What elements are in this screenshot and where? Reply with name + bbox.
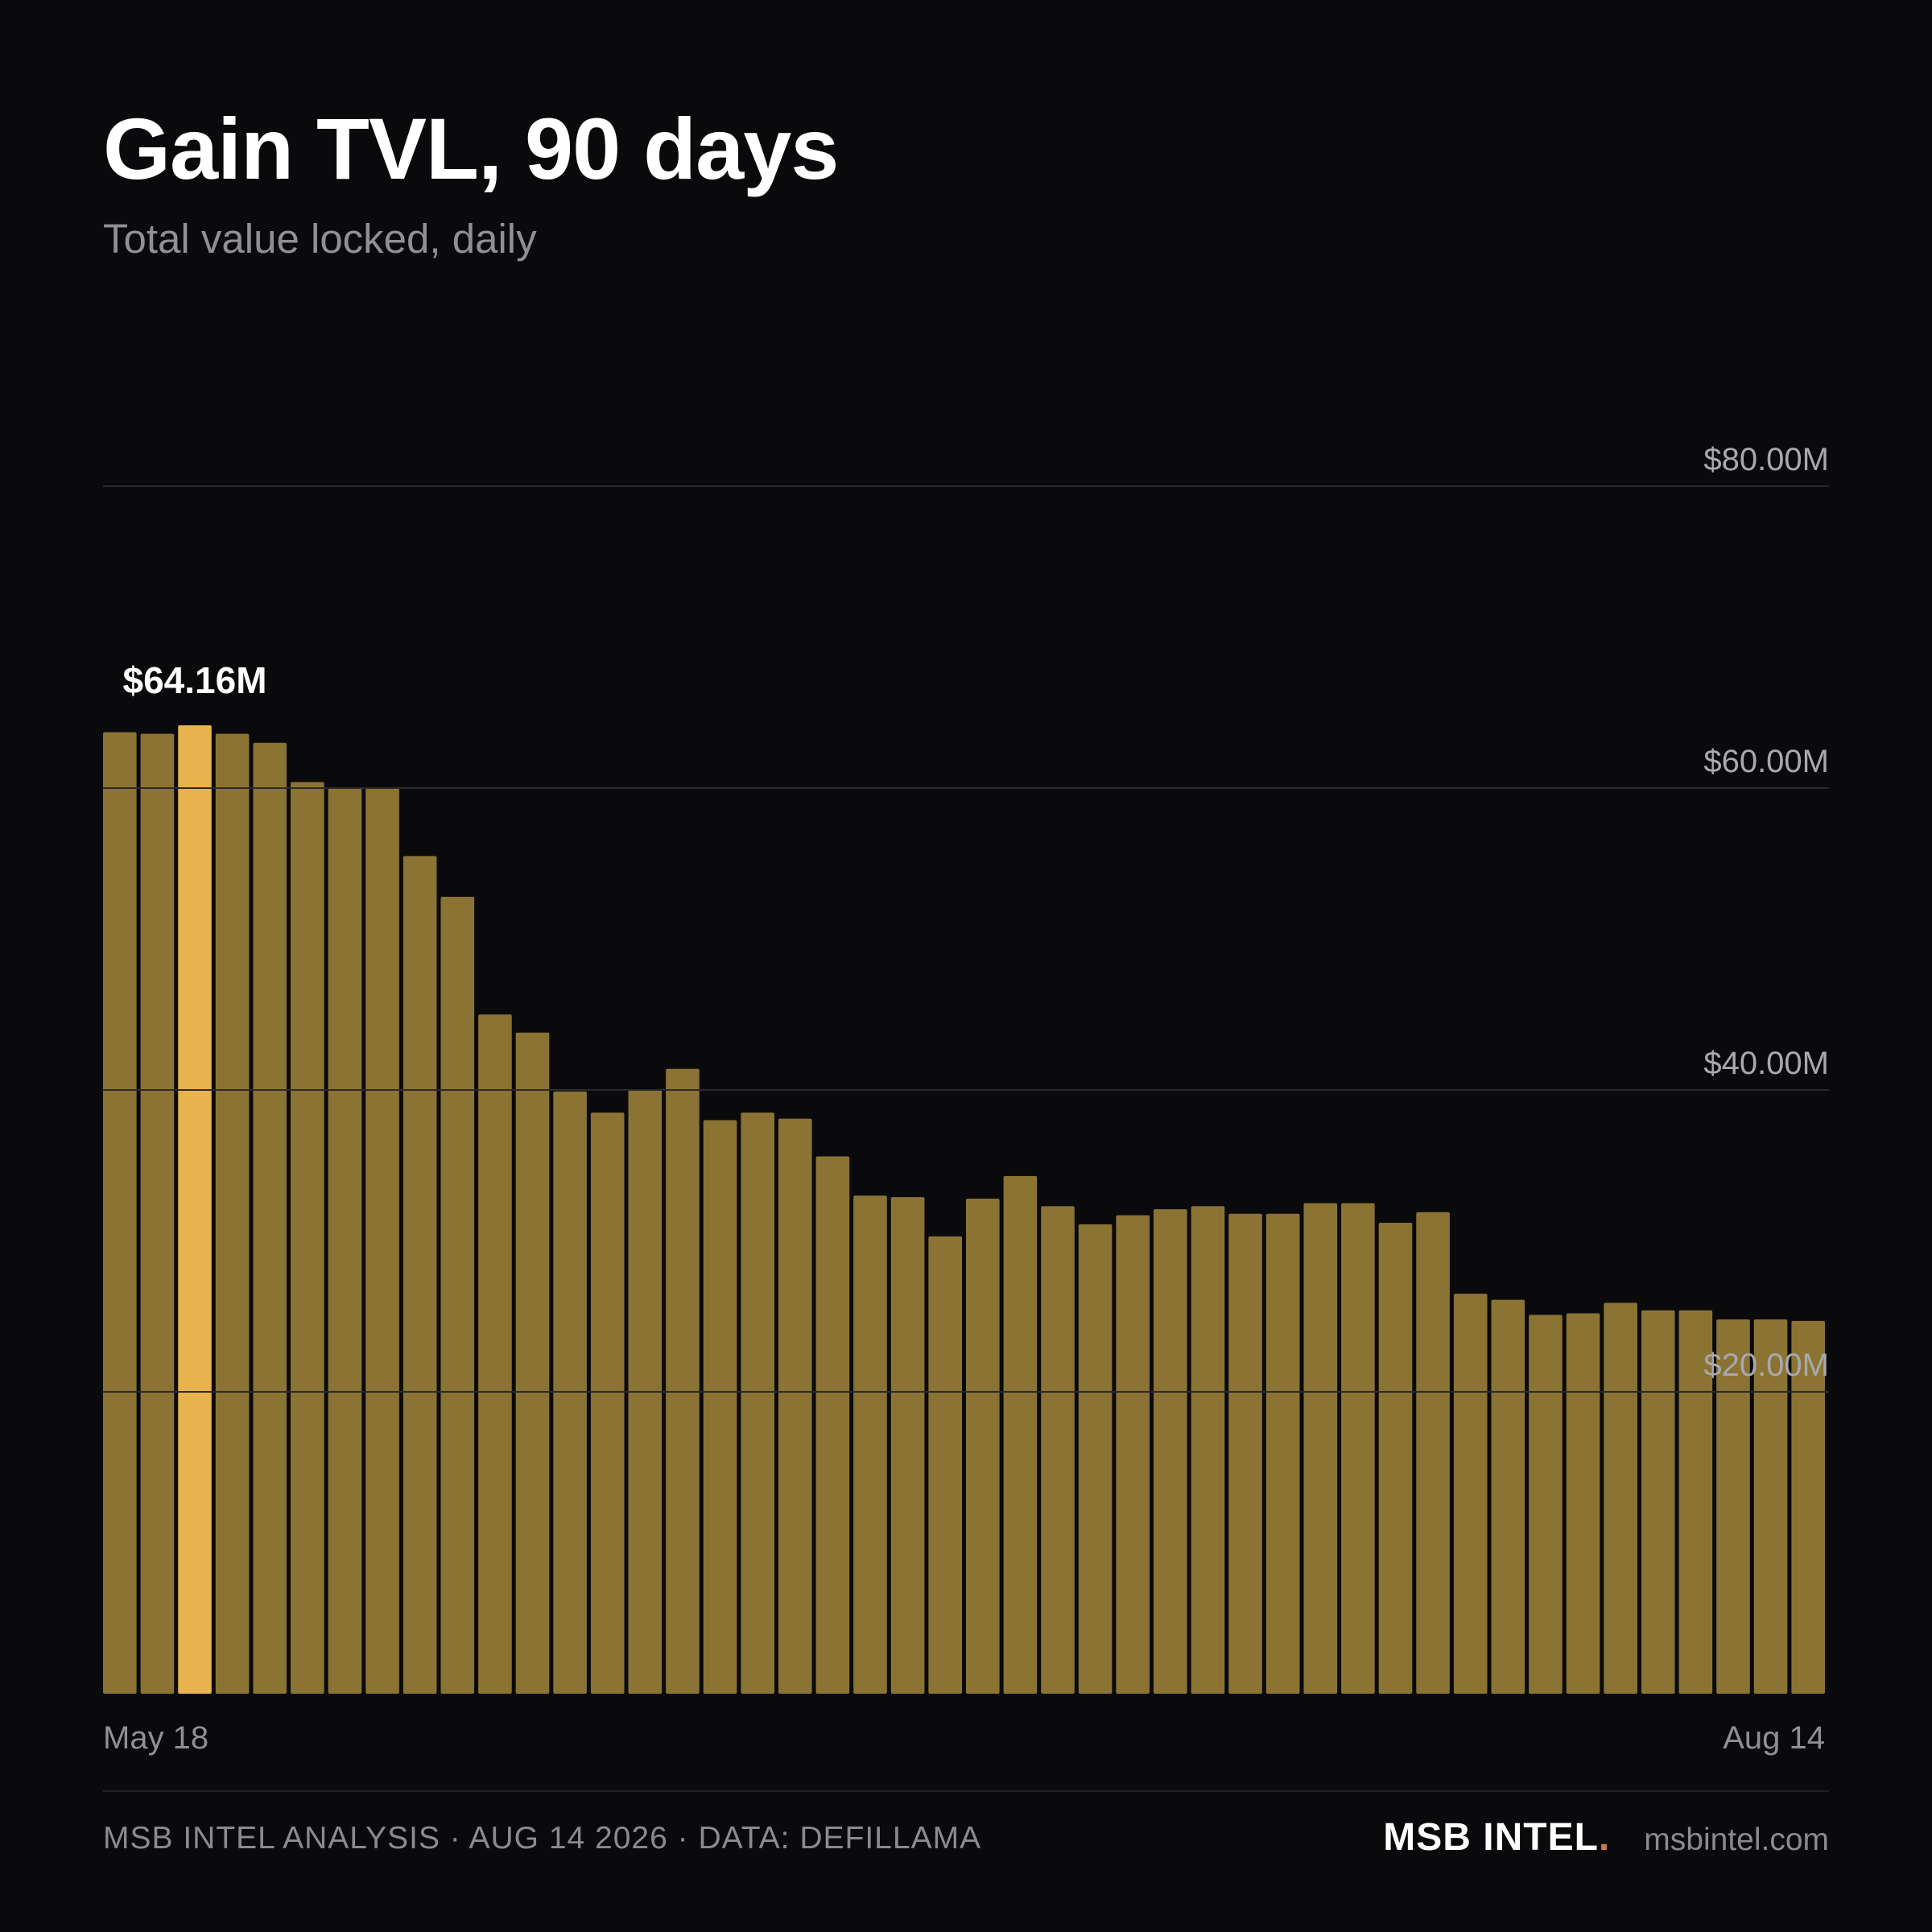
footer-divider <box>103 1790 1829 1792</box>
bar <box>1265 1213 1300 1694</box>
bar <box>103 732 137 1694</box>
bar <box>1566 1313 1600 1694</box>
chart-title: Gain TVL, 90 days <box>103 100 839 197</box>
highlight-value-label: $64.16M <box>123 659 267 701</box>
bar <box>815 1156 850 1694</box>
bar <box>1791 1320 1825 1694</box>
brand-dot: . <box>1598 1816 1611 1859</box>
bar <box>440 897 475 1694</box>
bar <box>140 733 175 1694</box>
bar <box>703 1120 737 1694</box>
bar <box>328 788 362 1694</box>
y-tick-label: $20.00M <box>1703 1348 1829 1383</box>
bar <box>515 1032 550 1694</box>
bar <box>1753 1319 1788 1694</box>
bar <box>1078 1224 1113 1694</box>
bar <box>1529 1315 1563 1694</box>
bar <box>590 1113 625 1694</box>
bar <box>1303 1203 1338 1694</box>
bar <box>402 856 437 1694</box>
bars-layer <box>103 725 1825 1694</box>
bar <box>215 733 250 1694</box>
bar <box>1716 1319 1750 1694</box>
footer-source: MSB INTEL ANALYSIS · AUG 14 2026 · DATA:… <box>103 1821 982 1856</box>
bar <box>253 742 287 1694</box>
bar <box>1604 1302 1637 1694</box>
bar <box>741 1113 774 1694</box>
bar <box>1228 1213 1262 1694</box>
x-tick-label: Aug 14 <box>1723 1720 1825 1756</box>
bar <box>778 1118 812 1694</box>
footer-brand-group: MSB INTEL. msbintel.com <box>1383 1815 1829 1860</box>
labels-layer: $80.00M $60.00M $40.00M $20.00M May 18 Aug 14… <box>103 442 1829 1756</box>
bar <box>890 1197 925 1694</box>
chart-subtitle: Total value locked, daily <box>103 216 537 262</box>
bar <box>1341 1203 1375 1694</box>
bar <box>1191 1206 1225 1694</box>
bar <box>853 1195 887 1694</box>
bar <box>291 782 324 1694</box>
site-link[interactable]: msbintel.com <box>1644 1823 1829 1857</box>
bar <box>365 788 399 1694</box>
bar <box>966 1199 1000 1694</box>
bar <box>1041 1206 1075 1694</box>
x-tick-label: May 18 <box>103 1720 208 1756</box>
brand-name: MSB INTEL <box>1383 1816 1599 1859</box>
bar <box>1641 1310 1675 1694</box>
brand-logo: MSB INTEL. <box>1383 1815 1610 1860</box>
bar <box>478 1014 512 1694</box>
bar <box>1453 1294 1488 1694</box>
bar <box>1678 1310 1713 1694</box>
y-tick-label: $60.00M <box>1703 744 1829 779</box>
y-tick-label: $40.00M <box>1703 1046 1829 1081</box>
bar <box>928 1236 962 1694</box>
bar <box>1378 1223 1413 1694</box>
bar <box>666 1068 700 1694</box>
bar <box>1154 1209 1187 1694</box>
y-tick-label: $80.00M <box>1703 442 1829 477</box>
bar-highlight <box>178 725 212 1694</box>
gridlines-layer <box>103 485 1829 1393</box>
bar <box>1116 1215 1150 1694</box>
bar <box>1416 1212 1450 1694</box>
bar <box>1491 1299 1525 1694</box>
bar <box>1003 1175 1038 1694</box>
